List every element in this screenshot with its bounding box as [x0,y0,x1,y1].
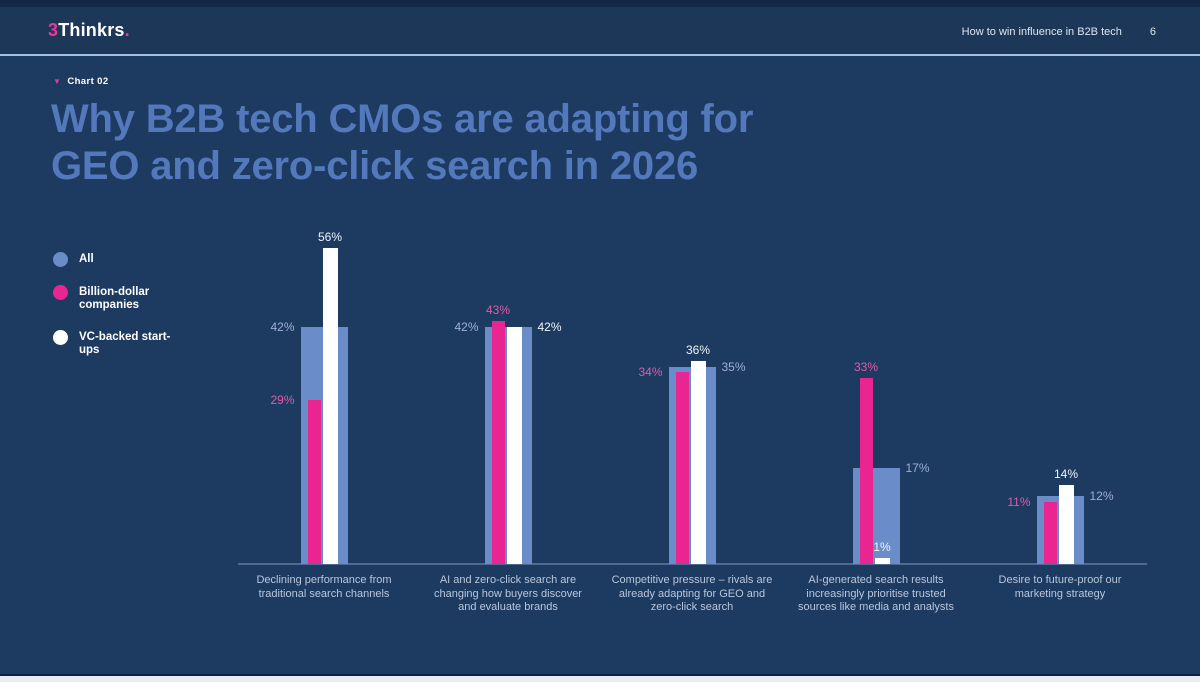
bar-billion-dollar-companies-cat4 [859,378,873,564]
logo-suffix: . [124,20,130,40]
bar-value-all-cat5: 12% [1089,489,1114,503]
page-title-line2: GEO and zero-click search in 2026 [51,144,699,188]
bar-billion-dollar-companies-cat3 [675,372,689,564]
x-axis-line [238,563,1147,565]
legend-item-all: All [53,252,177,267]
bar-value-vc-backed-start-ups-cat1: 56% [317,230,343,244]
brand-logo: 3Thinkrs. [48,20,130,41]
bar-value-billion-dollar-companies-cat3: 34% [638,365,663,379]
bar-value-vc-backed-start-ups-cat5: 14% [1053,467,1079,481]
bar-value-vc-backed-start-ups-cat3: 36% [685,343,711,357]
logo-prefix: 3 [48,20,59,40]
chart-tag-label: Chart 02 [67,76,109,87]
bar-value-billion-dollar-companies-cat5: 11% [1007,495,1031,509]
header-bar: 3Thinkrs. How to win influence in B2B te… [0,7,1200,54]
bar-value-all-cat1: 42% [270,320,295,334]
chart-tag: ▼ Chart 02 [53,76,109,87]
category-label-1: Declining performance from traditional s… [256,574,392,600]
legend-dot-all [53,252,68,267]
bar-vc-backed-start-ups-cat3 [690,361,706,564]
category-label-3: Competitive pressure – rivals are alread… [611,574,773,613]
legend-item-billion-dollar-companies: Billion-dollar companies [53,285,177,312]
category-label-4: AI-generated search results increasingly… [798,574,954,613]
bar-value-all-cat3: 35% [721,360,746,374]
header-divider [0,54,1200,56]
legend-label-vc-backed-start-ups: VC-backed start-ups [79,331,171,356]
bar-billion-dollar-companies-cat5 [1043,502,1057,564]
bar-chart: 42% 29% 56% 42% 43% 42% 35% 34% 36% 17% 33% 1% 12% 11… [232,220,1152,564]
category-labels: Declining performance from traditional s… [232,574,1152,615]
bar-value-billion-dollar-companies-cat2: 43% [485,303,511,317]
bar-vc-backed-start-ups-cat5 [1058,485,1074,564]
deck-title: How to win influence in B2B tech [961,26,1122,38]
category-label-2: AI and zero-click search are changing ho… [434,574,582,613]
bar-vc-backed-start-ups-cat4 [874,558,890,564]
logo-name: Thinkrs [58,20,125,40]
triangle-marker-icon: ▼ [53,76,62,86]
bar-value-billion-dollar-companies-cat4: 33% [853,360,879,374]
header-right: How to win influence in B2B tech 6 [962,26,1156,38]
bar-vc-backed-start-ups-cat2 [506,327,522,564]
bar-value-all-cat2: 42% [454,320,479,334]
category-label-5: Desire to future-proof our marketing str… [998,574,1122,600]
bar-billion-dollar-companies-cat1 [307,400,321,564]
footer-strip [0,676,1200,682]
legend-label-billion-dollar-companies: Billion-dollar companies [79,286,150,311]
top-edge-strip [0,0,1200,7]
chart-legend: All Billion-dollar companies VC-backed sta… [53,252,177,357]
bar-value-all-cat4: 17% [905,461,930,475]
bar-value-billion-dollar-companies-cat1: 29% [270,393,295,407]
bar-value-vc-backed-start-ups-cat4: 1% [873,540,891,554]
page-title-line1: Why B2B tech CMOs are adapting for [51,97,754,141]
legend-dot-billion-dollar-companies [53,285,68,300]
legend-label-all: All [79,253,94,265]
page-number: 6 [1149,26,1156,38]
footer-line [0,674,1200,676]
bar-vc-backed-start-ups-cat1 [322,248,338,564]
page-title: Why B2B tech CMOs are adapting for GEO a… [51,96,753,190]
bar-billion-dollar-companies-cat2 [491,321,505,564]
bar-value-vc-backed-start-ups-cat2: 42% [537,320,562,334]
legend-item-vc-backed-start-ups: VC-backed start-ups [53,330,177,357]
legend-dot-vc-backed-start-ups [53,330,68,345]
